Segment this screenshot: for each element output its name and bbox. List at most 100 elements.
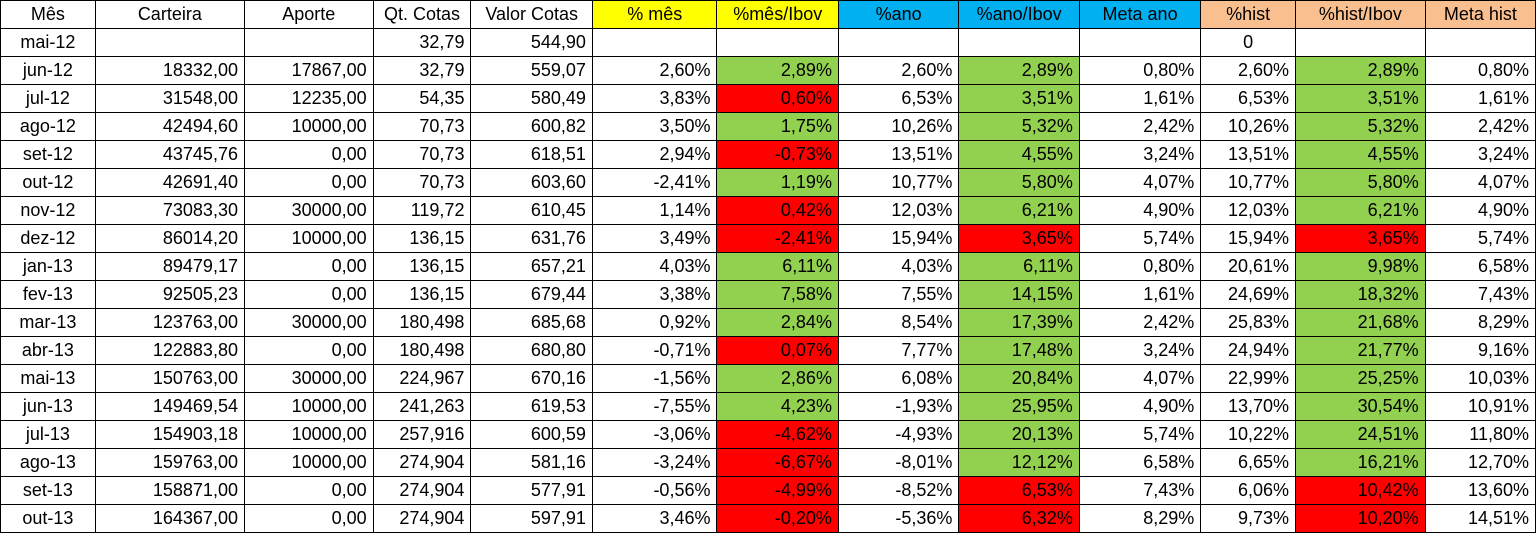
cell-pct-hist-ibov[interactable]: 5,32% xyxy=(1295,112,1426,141)
cell-carteira[interactable]: 89479,17 xyxy=(94,252,245,281)
cell-pct-hist-ibov[interactable]: 9,98% xyxy=(1295,252,1426,281)
cell-pct-hist-ibov[interactable]: 16,21% xyxy=(1295,448,1426,477)
header-aporte[interactable]: Aporte xyxy=(243,0,374,29)
cell-aporte[interactable]: 0,00 xyxy=(243,140,374,169)
cell-meta-ano[interactable]: 5,74% xyxy=(1078,224,1202,253)
cell-pct-mes[interactable]: 3,49% xyxy=(591,224,718,253)
cell-pct-hist-ibov[interactable] xyxy=(1295,28,1426,57)
cell-qt-cotas[interactable]: 180,498 xyxy=(372,308,472,337)
cell-meta-hist[interactable]: 9,16% xyxy=(1424,336,1536,365)
cell-pct-mes[interactable]: 2,94% xyxy=(591,140,718,169)
cell-pct-hist[interactable]: 20,61% xyxy=(1200,252,1296,281)
cell-valor-cotas[interactable]: 600,82 xyxy=(470,112,593,141)
cell-pct-hist[interactable]: 25,83% xyxy=(1200,308,1296,337)
cell-meta-hist[interactable]: 5,74% xyxy=(1424,224,1536,253)
cell-pct-ano-ibov[interactable]: 5,80% xyxy=(958,168,1080,197)
cell-aporte[interactable]: 0,00 xyxy=(243,504,374,533)
cell-pct-ano[interactable]: 7,55% xyxy=(837,280,960,309)
cell-valor-cotas[interactable]: 685,68 xyxy=(470,308,593,337)
cell-pct-ano-ibov[interactable] xyxy=(958,28,1080,57)
cell-pct-mes-ibov[interactable]: 7,58% xyxy=(716,280,839,309)
cell-pct-ano-ibov[interactable]: 6,53% xyxy=(958,476,1080,505)
cell-pct-ano-ibov[interactable]: 3,51% xyxy=(958,84,1080,113)
cell-pct-mes[interactable]: 1,14% xyxy=(591,196,718,225)
cell-pct-ano[interactable]: 6,53% xyxy=(837,84,960,113)
cell-pct-mes-ibov[interactable]: 0,42% xyxy=(716,196,839,225)
cell-meta-ano[interactable]: 8,29% xyxy=(1078,504,1202,533)
cell-mes[interactable]: set-13 xyxy=(0,476,96,505)
cell-valor-cotas[interactable]: 618,51 xyxy=(470,140,593,169)
cell-pct-hist-ibov[interactable]: 3,51% xyxy=(1295,84,1426,113)
cell-pct-ano[interactable]: 8,54% xyxy=(837,308,960,337)
cell-meta-hist[interactable]: 1,61% xyxy=(1424,84,1536,113)
cell-pct-mes-ibov[interactable]: -0,73% xyxy=(716,140,839,169)
cell-pct-hist[interactable]: 24,94% xyxy=(1200,336,1296,365)
cell-qt-cotas[interactable]: 274,904 xyxy=(372,504,472,533)
cell-pct-mes[interactable] xyxy=(591,28,718,57)
cell-qt-cotas[interactable]: 136,15 xyxy=(372,280,472,309)
cell-meta-hist[interactable]: 13,60% xyxy=(1424,476,1536,505)
cell-meta-ano[interactable]: 0,80% xyxy=(1078,56,1202,85)
header-qt-cotas[interactable]: Qt. Cotas xyxy=(372,0,472,29)
cell-pct-hist[interactable]: 24,69% xyxy=(1200,280,1296,309)
cell-pct-ano-ibov[interactable]: 12,12% xyxy=(958,448,1080,477)
cell-qt-cotas[interactable]: 119,72 xyxy=(372,196,472,225)
cell-aporte[interactable]: 0,00 xyxy=(243,476,374,505)
cell-mes[interactable]: mai-13 xyxy=(0,364,96,393)
cell-pct-ano-ibov[interactable]: 17,39% xyxy=(958,308,1080,337)
cell-qt-cotas[interactable]: 32,79 xyxy=(372,28,472,57)
cell-pct-hist-ibov[interactable]: 21,77% xyxy=(1295,336,1426,365)
cell-qt-cotas[interactable]: 136,15 xyxy=(372,224,472,253)
cell-aporte[interactable]: 0,00 xyxy=(243,336,374,365)
cell-pct-ano[interactable]: -1,93% xyxy=(837,392,960,421)
cell-aporte[interactable]: 10000,00 xyxy=(243,448,374,477)
cell-valor-cotas[interactable]: 600,59 xyxy=(470,420,593,449)
cell-qt-cotas[interactable]: 32,79 xyxy=(372,56,472,85)
cell-mes[interactable]: jun-12 xyxy=(0,56,96,85)
cell-carteira[interactable]: 122883,80 xyxy=(94,336,245,365)
cell-meta-ano[interactable]: 6,58% xyxy=(1078,448,1202,477)
cell-mes[interactable]: ago-12 xyxy=(0,112,96,141)
cell-pct-hist-ibov[interactable]: 21,68% xyxy=(1295,308,1426,337)
cell-qt-cotas[interactable]: 70,73 xyxy=(372,140,472,169)
cell-mes[interactable]: out-13 xyxy=(0,504,96,533)
header-pct-mes[interactable]: % mês xyxy=(591,0,718,29)
cell-pct-mes-ibov[interactable] xyxy=(716,28,839,57)
cell-valor-cotas[interactable]: 580,49 xyxy=(470,84,593,113)
cell-pct-mes[interactable]: 3,50% xyxy=(591,112,718,141)
header-carteira[interactable]: Carteira xyxy=(94,0,245,29)
cell-carteira[interactable]: 150763,00 xyxy=(94,364,245,393)
cell-pct-mes[interactable]: 3,83% xyxy=(591,84,718,113)
cell-pct-mes-ibov[interactable]: -0,20% xyxy=(716,504,839,533)
cell-pct-mes[interactable]: 3,46% xyxy=(591,504,718,533)
cell-pct-mes-ibov[interactable]: -4,99% xyxy=(716,476,839,505)
cell-pct-hist-ibov[interactable]: 10,20% xyxy=(1295,504,1426,533)
cell-pct-ano[interactable]: -8,01% xyxy=(837,448,960,477)
header-meta-ano[interactable]: Meta ano xyxy=(1078,0,1202,29)
cell-qt-cotas[interactable]: 180,498 xyxy=(372,336,472,365)
cell-mes[interactable]: jul-12 xyxy=(0,84,96,113)
cell-pct-mes[interactable]: -7,55% xyxy=(591,392,718,421)
cell-carteira[interactable]: 158871,00 xyxy=(94,476,245,505)
cell-mes[interactable]: mai-12 xyxy=(0,28,96,57)
cell-aporte[interactable]: 10000,00 xyxy=(243,224,374,253)
cell-pct-ano-ibov[interactable]: 20,13% xyxy=(958,420,1080,449)
cell-pct-ano-ibov[interactable]: 6,32% xyxy=(958,504,1080,533)
cell-mes[interactable]: set-12 xyxy=(0,140,96,169)
cell-valor-cotas[interactable]: 619,53 xyxy=(470,392,593,421)
cell-meta-ano[interactable] xyxy=(1078,28,1202,57)
cell-pct-mes[interactable]: 2,60% xyxy=(591,56,718,85)
cell-meta-ano[interactable]: 4,90% xyxy=(1078,392,1202,421)
cell-carteira[interactable]: 123763,00 xyxy=(94,308,245,337)
cell-valor-cotas[interactable]: 603,60 xyxy=(470,168,593,197)
cell-valor-cotas[interactable]: 577,91 xyxy=(470,476,593,505)
cell-pct-ano[interactable]: 6,08% xyxy=(837,364,960,393)
cell-pct-mes-ibov[interactable]: 1,19% xyxy=(716,168,839,197)
cell-mes[interactable]: out-12 xyxy=(0,168,96,197)
cell-qt-cotas[interactable]: 136,15 xyxy=(372,252,472,281)
cell-pct-hist-ibov[interactable]: 3,65% xyxy=(1295,224,1426,253)
cell-pct-hist-ibov[interactable]: 4,55% xyxy=(1295,140,1426,169)
cell-meta-hist[interactable]: 11,80% xyxy=(1424,420,1536,449)
cell-valor-cotas[interactable]: 597,91 xyxy=(470,504,593,533)
cell-pct-mes-ibov[interactable]: 0,60% xyxy=(716,84,839,113)
